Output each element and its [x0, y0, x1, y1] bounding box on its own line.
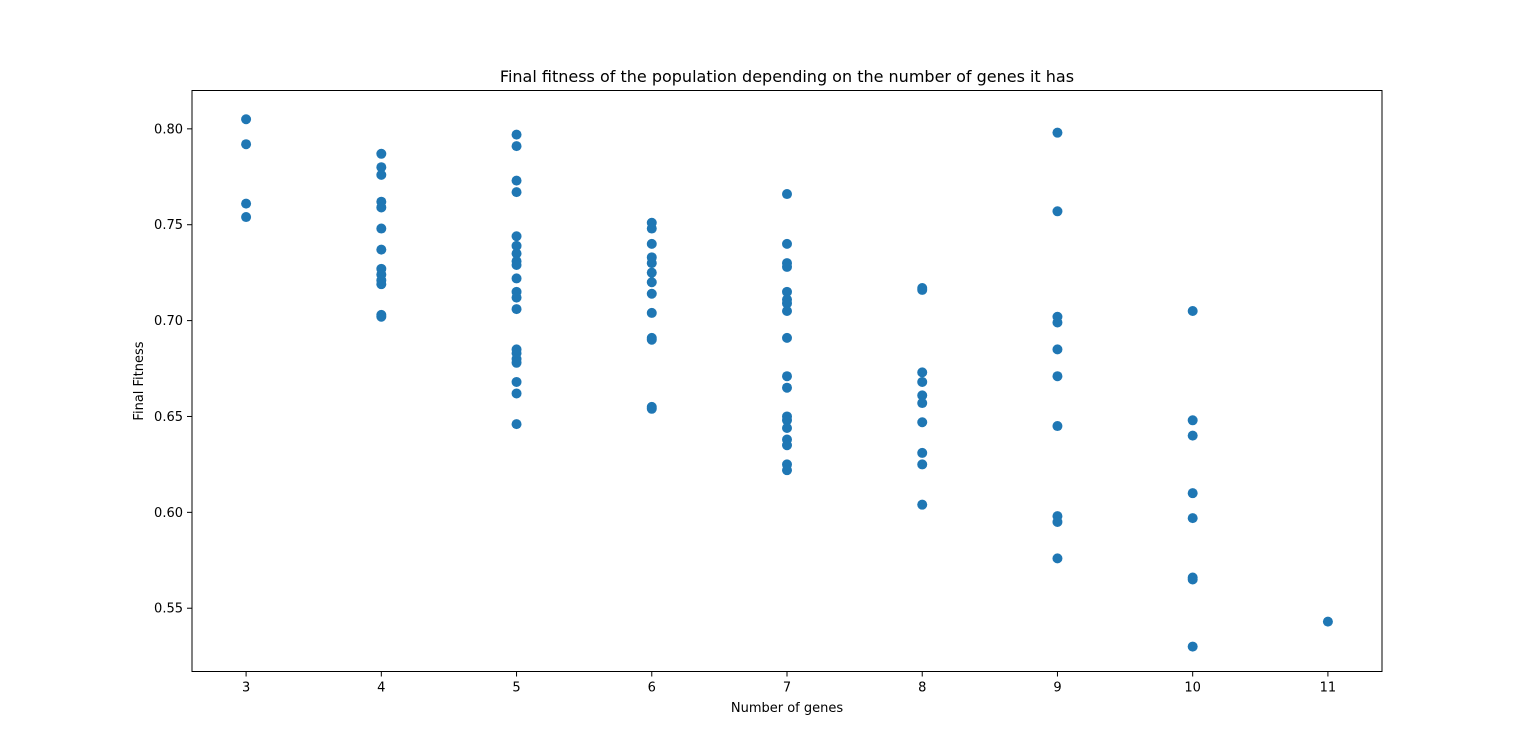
data-point-17 [511, 129, 522, 140]
data-point-71 [917, 376, 928, 387]
data-point-56 [782, 298, 792, 309]
data-point-34 [511, 376, 522, 387]
data-points [241, 114, 1333, 652]
data-point-1 [241, 139, 252, 150]
data-point-54 [782, 286, 792, 297]
data-point-75 [917, 447, 928, 458]
data-point-43 [646, 277, 657, 288]
data-point-47 [646, 334, 657, 345]
data-point-76 [917, 459, 928, 470]
x-tick-label-6: 9 [1053, 681, 1061, 696]
x-tick-label-1: 4 [377, 681, 385, 696]
data-point-95 [1187, 641, 1198, 652]
data-point-79 [1052, 206, 1063, 217]
data-point-62 [782, 415, 792, 426]
data-point-25 [511, 259, 522, 270]
data-point-6 [376, 169, 387, 180]
data-point-29 [511, 304, 522, 315]
chart-title: Final fitness of the population dependin… [500, 67, 1074, 86]
data-point-21 [511, 231, 522, 242]
data-point-70 [917, 367, 928, 378]
y-tick-label-2: 0.65 [154, 410, 183, 425]
y-tick-label-0: 0.55 [154, 602, 183, 617]
data-point-41 [646, 258, 657, 269]
data-point-33 [511, 357, 522, 368]
data-point-22 [511, 240, 522, 251]
data-point-78 [1052, 127, 1063, 138]
x-tick-label-3: 6 [648, 681, 656, 696]
data-point-91 [1187, 488, 1198, 499]
data-point-88 [1187, 306, 1198, 317]
data-point-5 [376, 162, 387, 173]
data-point-89 [1187, 415, 1198, 426]
data-point-77 [917, 499, 928, 510]
data-point-18 [511, 141, 522, 152]
data-point-84 [1052, 421, 1063, 432]
y-tick-label-5: 0.80 [154, 122, 183, 137]
data-point-58 [782, 332, 792, 343]
data-point-45 [646, 307, 657, 318]
y-axis-label: Final Fitness [132, 341, 147, 420]
data-point-26 [511, 273, 522, 284]
data-point-19 [511, 175, 522, 186]
data-point-60 [782, 382, 792, 393]
data-point-8 [376, 202, 387, 213]
data-point-9 [376, 223, 387, 234]
data-point-82 [1052, 344, 1063, 355]
y-tick-label-1: 0.60 [154, 506, 183, 521]
data-point-0 [241, 114, 252, 125]
data-point-35 [511, 388, 522, 399]
data-point-65 [782, 440, 792, 451]
data-point-92 [1187, 513, 1198, 524]
data-point-72 [917, 390, 928, 401]
data-point-36 [511, 419, 522, 430]
data-point-49 [646, 403, 657, 414]
x-tick-label-8: 11 [1320, 681, 1337, 696]
x-tick-label-4: 7 [783, 681, 791, 696]
data-point-53 [782, 261, 792, 272]
data-point-81 [1052, 317, 1063, 328]
data-point-67 [782, 465, 792, 476]
x-axis-ticks: 3 4 5 6 7 8 9 10 11 [242, 671, 1337, 696]
data-point-2 [241, 198, 252, 209]
data-point-96 [1322, 616, 1333, 627]
data-point-20 [511, 187, 522, 198]
data-point-50 [782, 189, 792, 200]
x-tick-label-5: 8 [918, 681, 926, 696]
y-tick-label-4: 0.75 [154, 218, 183, 233]
x-tick-label-7: 10 [1184, 681, 1201, 696]
data-point-83 [1052, 371, 1063, 382]
data-point-74 [917, 417, 928, 428]
y-axis-ticks: 0.55 0.60 0.65 0.70 0.75 0.80 [154, 122, 192, 617]
data-point-63 [782, 422, 792, 433]
data-point-4 [376, 148, 387, 159]
data-point-3 [241, 212, 252, 223]
data-point-23 [511, 248, 522, 259]
data-point-39 [646, 238, 657, 249]
data-point-38 [646, 223, 657, 234]
data-point-87 [1052, 553, 1063, 564]
data-point-86 [1052, 516, 1063, 527]
x-tick-label-2: 5 [512, 681, 520, 696]
data-point-44 [646, 288, 657, 299]
data-point-28 [511, 292, 522, 303]
data-point-59 [782, 371, 792, 382]
x-axis-label: Number of genes [731, 701, 844, 716]
data-point-57 [782, 306, 792, 317]
data-point-94 [1187, 574, 1198, 585]
y-tick-label-3: 0.70 [154, 314, 183, 329]
data-point-69 [917, 284, 928, 295]
data-point-16 [376, 311, 387, 322]
data-point-42 [646, 267, 657, 278]
x-tick-label-0: 3 [242, 681, 250, 696]
data-point-90 [1187, 430, 1198, 441]
data-point-51 [782, 238, 792, 249]
data-point-10 [376, 244, 387, 255]
data-point-73 [917, 398, 928, 409]
data-point-14 [376, 279, 387, 290]
